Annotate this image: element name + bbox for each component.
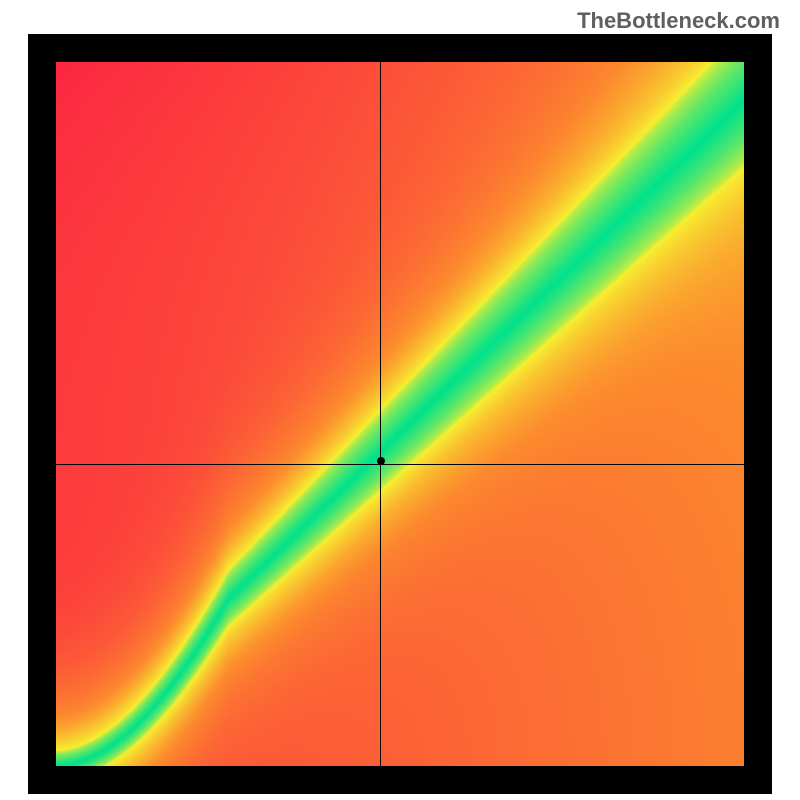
chart-container: TheBottleneck.com (0, 0, 800, 800)
crosshair-horizontal (56, 464, 744, 465)
heatmap-canvas (56, 62, 744, 766)
crosshair-vertical (380, 62, 381, 766)
plot-area (56, 62, 744, 766)
attribution-label: TheBottleneck.com (577, 8, 780, 34)
plot-border (28, 34, 772, 794)
data-point-marker (377, 457, 385, 465)
